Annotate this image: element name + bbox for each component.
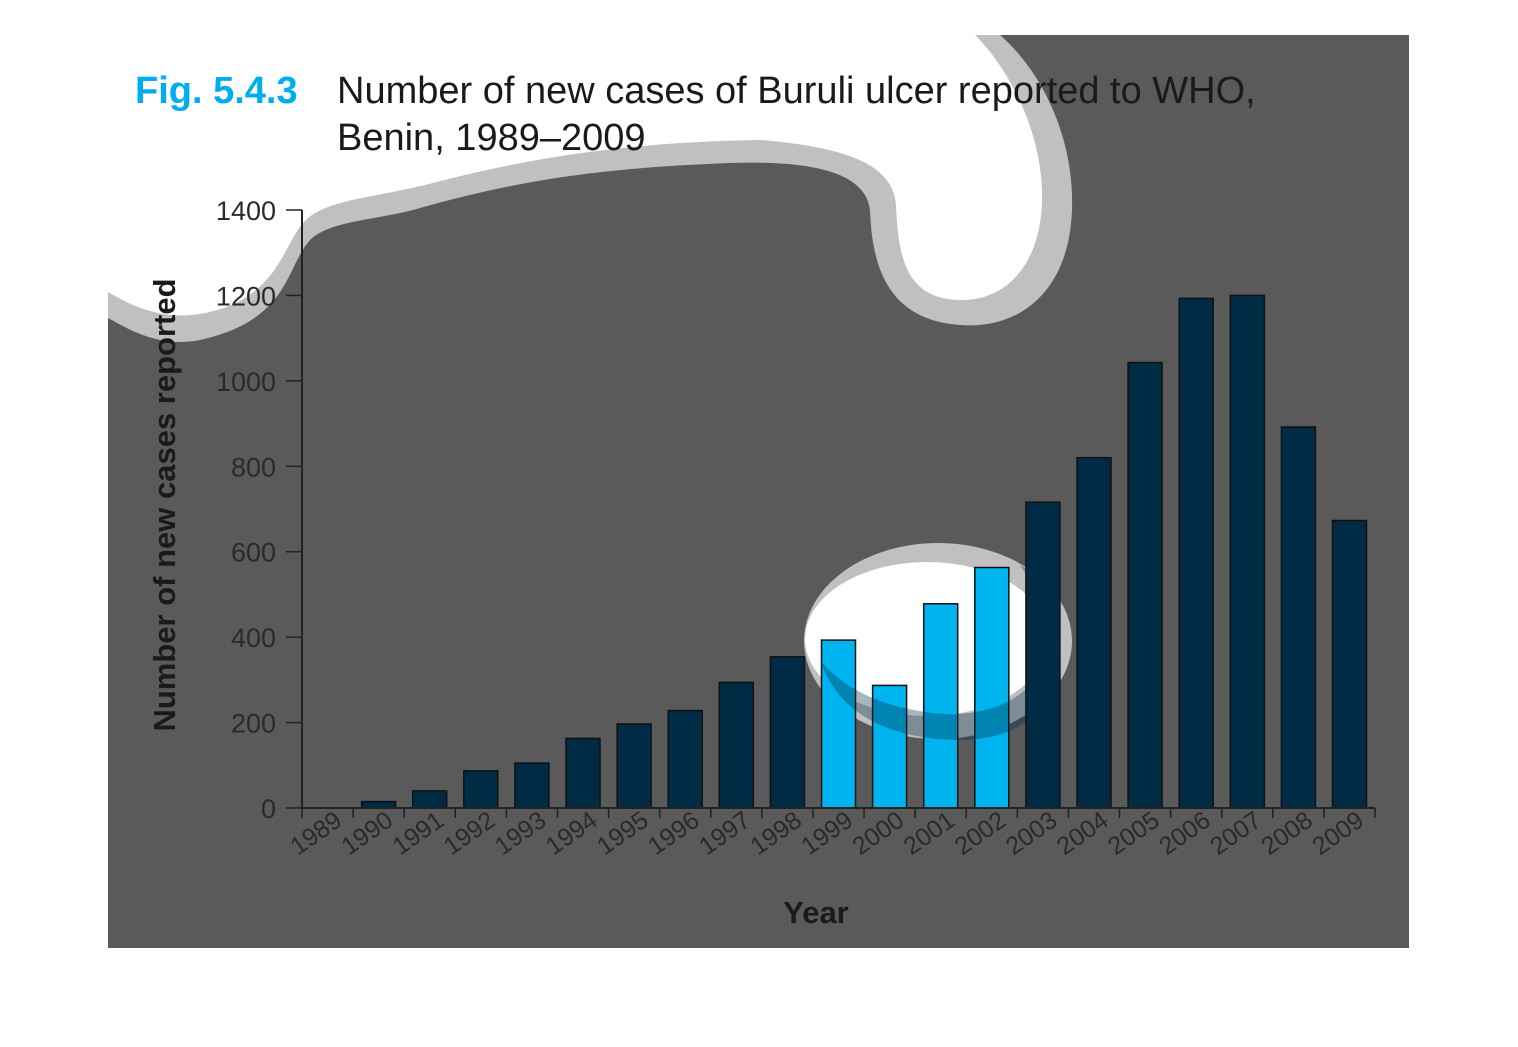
figure-label: Fig. 5.4.3 [135, 70, 298, 112]
bar-1992 [463, 770, 499, 809]
y-tick-label-1200: 1200 [216, 281, 276, 311]
bar-2005 [1127, 361, 1163, 809]
bar-1994 [565, 737, 601, 809]
y-tick-label-800: 800 [231, 452, 276, 482]
bar-2001 [922, 603, 959, 809]
bar-1997 [718, 681, 755, 809]
bars [360, 294, 1368, 809]
bar-1999 [820, 639, 857, 809]
bar-2009 [1331, 519, 1368, 809]
bar-2004 [1076, 456, 1112, 809]
bar-1996 [667, 709, 703, 809]
chart-title-line1: Number of new cases of Buruli ulcer repo… [337, 70, 1256, 112]
y-axis-title: Number of new cases reported [147, 278, 182, 731]
y-tick-label-1000: 1000 [216, 367, 276, 397]
bar-2002 [974, 566, 1010, 809]
highlight-shadow [820, 565, 1060, 740]
bar-2006 [1178, 297, 1214, 809]
bar-1995 [616, 723, 652, 809]
bar-1998 [769, 656, 806, 809]
title-spotlight [108, 35, 1073, 342]
bar-2008 [1280, 426, 1317, 809]
bar-1991 [411, 790, 448, 809]
chart-title-line2: Benin, 1989–2009 [337, 117, 646, 159]
y-tick-label-600: 600 [231, 538, 276, 568]
y-tick-label-0: 0 [261, 794, 276, 824]
y-tick-label-200: 200 [231, 709, 276, 739]
x-axis-title: Year [783, 895, 849, 930]
y-tick-label-400: 400 [231, 623, 276, 653]
bar-1993 [514, 762, 550, 809]
bar-2000 [871, 684, 908, 809]
bar-2007 [1229, 294, 1266, 809]
y-tick-label-1400: 1400 [216, 196, 276, 226]
